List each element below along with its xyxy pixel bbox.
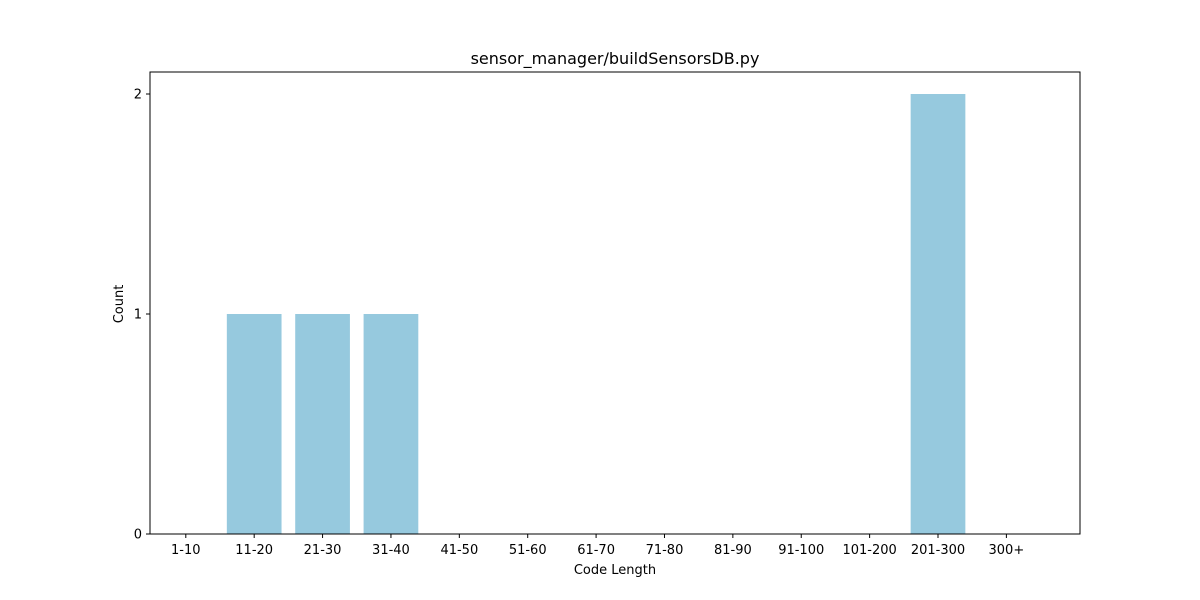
x-tick-label: 71-80 xyxy=(646,543,684,558)
bar-21-30 xyxy=(295,314,350,534)
x-tick-label: 31-40 xyxy=(372,543,410,558)
x-tick-label: 41-50 xyxy=(440,543,478,558)
plot-frame xyxy=(149,71,1081,535)
x-tick-label: 81-90 xyxy=(714,543,752,558)
x-tick-label: 300+ xyxy=(989,543,1025,558)
bar-201-300 xyxy=(910,94,966,534)
y-ticks-group: 0 1 2 xyxy=(134,88,150,543)
x-tick-label: 1-10 xyxy=(171,543,201,558)
bar-11-20 xyxy=(226,314,282,534)
x-ticks-group: 1-10 11-20 21-30 31-40 41-50 51-60 61-70 71-80 8… xyxy=(171,534,1024,558)
bars-group xyxy=(226,94,966,534)
x-tick-label: 101-200 xyxy=(842,543,896,558)
y-tick-label: 2 xyxy=(134,88,142,103)
x-tick-label: 91-100 xyxy=(778,543,824,558)
x-tick-label: 61-70 xyxy=(577,543,615,558)
x-tick-label: 51-60 xyxy=(509,543,547,558)
x-axis-label: Code Length xyxy=(574,563,656,578)
bar-31-40 xyxy=(363,314,419,534)
x-tick-label: 201-300 xyxy=(911,543,965,558)
x-tick-label: 11-20 xyxy=(235,543,273,558)
y-tick-label: 0 xyxy=(134,528,142,543)
y-tick-label: 1 xyxy=(134,308,142,323)
y-axis-label: Count xyxy=(112,285,127,324)
x-tick-label: 21-30 xyxy=(304,543,342,558)
chart-title: sensor_manager/buildSensorsDB.py xyxy=(471,49,760,69)
